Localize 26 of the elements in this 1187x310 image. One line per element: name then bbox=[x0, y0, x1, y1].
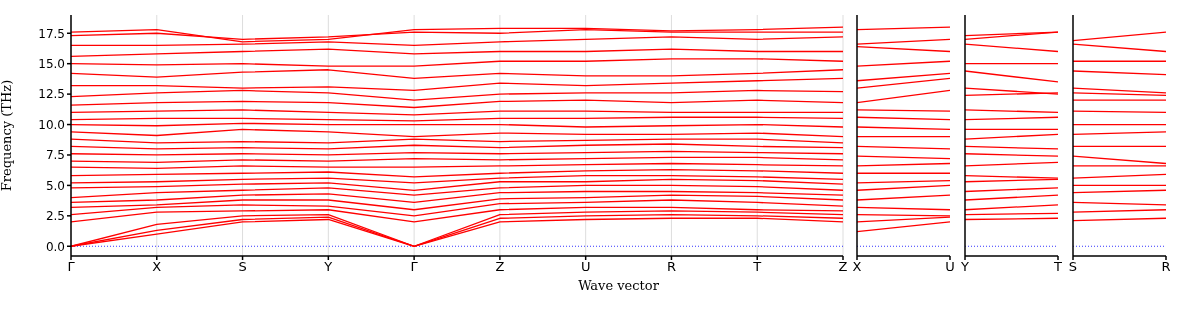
y-tick-label: 12.5 bbox=[38, 87, 65, 102]
x-tick-label: R bbox=[1161, 259, 1171, 275]
x-tick-label: Y bbox=[323, 259, 333, 275]
x-tick-label: U bbox=[945, 259, 955, 275]
x-tick-label: X bbox=[152, 259, 162, 275]
x-tick-label: Γ bbox=[67, 259, 76, 275]
y-tick-label: 2.5 bbox=[45, 209, 65, 224]
y-tick-label: 5.0 bbox=[45, 178, 65, 193]
x-tick-label: R bbox=[666, 259, 676, 275]
x-tick-label: Y bbox=[960, 259, 970, 275]
x-tick-label: S bbox=[238, 259, 247, 275]
y-tick-label: 10.0 bbox=[38, 117, 65, 132]
x-tick-label: Z bbox=[495, 259, 505, 275]
x-tick-label: X bbox=[852, 259, 862, 275]
y-tick-label: 0.0 bbox=[45, 239, 65, 254]
y-tick-label: 17.5 bbox=[38, 26, 65, 41]
x-tick-label: T bbox=[752, 259, 762, 275]
x-tick-label: U bbox=[580, 259, 591, 275]
x-tick-label: S bbox=[1068, 259, 1078, 275]
y-axis-title: Frequency (THz) bbox=[0, 79, 14, 192]
y-tick-label: 7.5 bbox=[45, 148, 65, 163]
x-tick-label: Z bbox=[838, 259, 848, 275]
x-tick-label: T bbox=[1053, 259, 1063, 275]
y-tick-label: 15.0 bbox=[38, 56, 65, 71]
x-tick-label: Γ bbox=[410, 259, 419, 275]
x-axis-title: Wave vector bbox=[577, 278, 660, 293]
